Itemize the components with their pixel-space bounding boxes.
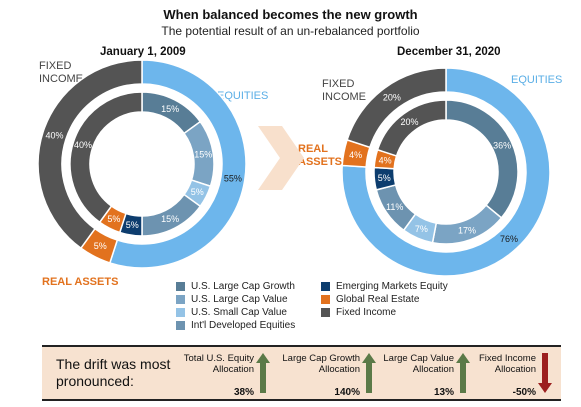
outer-segment — [346, 67, 447, 149]
inner-value-label: 11% — [386, 202, 403, 212]
metric-fixed-income: Fixed Income Allocation -50% — [474, 353, 536, 398]
transition-arrow — [258, 126, 304, 190]
left-chart-date: January 1, 2009 — [100, 46, 186, 58]
legend-column-2: Emerging Markets Equity Global Real Esta… — [321, 280, 448, 319]
legend-item: Emerging Markets Equity — [321, 280, 448, 293]
legend-label: Int'l Developed Equities — [191, 320, 296, 331]
right-chart-date: December 31, 2020 — [397, 46, 501, 58]
metric-value: 38% — [233, 387, 254, 398]
metric-total-us-equity: Total U.S. Equity Allocation 38% — [164, 353, 254, 398]
right-fixed-income-label: FIXED INCOME — [322, 78, 366, 103]
left-equities-label: EQUITIES — [217, 90, 269, 102]
legend-swatch — [321, 308, 330, 317]
inner-value-label: 15% — [161, 104, 179, 114]
left-fixed-income-label: FIXED INCOME — [39, 60, 83, 85]
chart-subtitle: The potential result of an un-rebalanced… — [161, 24, 420, 38]
donut-jan-2009: 55% 5% 40% 15% 15% 5% 15% 5% 5% 40% — [37, 59, 247, 269]
right-equities-label: EQUITIES — [511, 74, 563, 86]
legend-item: Fixed Income — [321, 306, 448, 319]
outer-segment — [108, 59, 247, 269]
outer-segment — [37, 59, 143, 250]
drift-panel: The drift was most pronounced: Total U.S… — [42, 345, 561, 401]
inner-value-label: 36% — [493, 141, 511, 151]
legend-label: Emerging Markets Equity — [336, 281, 448, 292]
metric-large-cap-growth: Large Cap Growth Allocation 140% — [274, 353, 360, 398]
up-arrow-icon — [362, 353, 376, 393]
down-arrow-icon — [538, 353, 552, 393]
inner-value-label: 15% — [161, 214, 179, 224]
metric-label: Large Cap Value Allocation — [383, 353, 454, 375]
chart-title: When balanced becomes the new growth — [163, 7, 418, 22]
legend-label: Fixed Income — [336, 307, 397, 318]
inner-value-label: 7% — [415, 224, 428, 234]
legend-swatch — [176, 321, 185, 330]
outer-value-label: 40% — [45, 131, 63, 141]
inner-value-label: 5% — [191, 187, 204, 197]
inner-segment — [69, 91, 143, 224]
left-real-assets-label: REAL ASSETS — [42, 276, 119, 288]
metric-label: Fixed Income Allocation — [478, 353, 536, 375]
drift-lead-text: The drift was most pronounced: — [56, 356, 171, 389]
right-real-assets-label: REAL ASSETS — [298, 143, 343, 168]
metric-label: Total U.S. Equity Allocation — [183, 353, 254, 375]
outer-segment — [341, 67, 551, 277]
inner-value-label: 4% — [379, 155, 392, 165]
legend-item: U.S. Large Cap Growth — [176, 280, 295, 293]
legend-item: Int'l Developed Equities — [176, 319, 295, 332]
outer-value-label: 4% — [349, 150, 362, 160]
legend-label: U.S. Large Cap Growth — [191, 281, 295, 292]
legend-item: U.S. Large Cap Value — [176, 293, 295, 306]
up-arrow-icon — [456, 353, 470, 393]
inner-value-label: 40% — [74, 140, 92, 150]
legend-column-1: U.S. Large Cap Growth U.S. Large Cap Val… — [176, 280, 295, 332]
legend-swatch — [321, 295, 330, 304]
outer-value-label: 76% — [500, 234, 518, 244]
inner-value-label: 15% — [194, 149, 212, 159]
outer-value-label: 20% — [383, 93, 401, 103]
legend-item: Global Real Estate — [321, 293, 448, 306]
legend-swatch — [176, 308, 185, 317]
legend-label: U.S. Small Cap Value — [191, 307, 287, 318]
legend-swatch — [176, 282, 185, 291]
legend-item: U.S. Small Cap Value — [176, 306, 295, 319]
inner-value-label: 17% — [458, 225, 476, 235]
metric-value: 13% — [433, 387, 454, 398]
inner-value-label: 20% — [401, 117, 419, 127]
inner-segment — [376, 99, 447, 157]
donut-dec-2020: 76% 4% 20% 36% 17% 7% 11% 5% 4% 20% — [341, 67, 551, 277]
inner-value-label: 5% — [107, 214, 120, 224]
outer-value-label: 5% — [94, 241, 107, 251]
metric-value: 140% — [334, 387, 360, 398]
inner-value-label: 5% — [126, 220, 139, 230]
metric-label: Large Cap Growth Allocation — [282, 353, 360, 375]
inner-value-label: 5% — [378, 173, 391, 183]
metric-large-cap-value: Large Cap Value Allocation 13% — [380, 353, 454, 398]
metric-value: -50% — [512, 387, 536, 398]
legend-swatch — [176, 295, 185, 304]
up-arrow-icon — [256, 353, 270, 393]
donut-charts: 55% 5% 40% 15% 15% 5% 15% 5% 5% 40% 76% 4% 20% 36% 17… — [37, 59, 551, 277]
legend-label: Global Real Estate — [336, 294, 420, 305]
outer-value-label: 55% — [224, 173, 242, 183]
legend-swatch — [321, 282, 330, 291]
legend-label: U.S. Large Cap Value — [191, 294, 288, 305]
